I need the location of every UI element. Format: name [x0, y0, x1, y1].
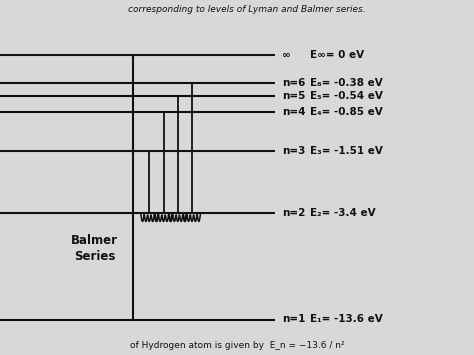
Text: of Hydrogen atom is given by  E_n = −13.6 / n²: of Hydrogen atom is given by E_n = −13.6… [130, 341, 344, 350]
Text: Balmer
Series: Balmer Series [71, 234, 118, 263]
Text: E₄= -0.85 eV: E₄= -0.85 eV [310, 107, 383, 117]
Text: n=6: n=6 [282, 78, 305, 88]
Text: corresponding to levels of Lyman and Balmer series.: corresponding to levels of Lyman and Bal… [128, 5, 365, 14]
Text: n=4: n=4 [282, 107, 306, 117]
Text: E₂= -3.4 eV: E₂= -3.4 eV [310, 208, 376, 218]
Text: E₃= -1.51 eV: E₃= -1.51 eV [310, 146, 383, 156]
Text: ∞: ∞ [282, 50, 291, 60]
Text: E∞= 0 eV: E∞= 0 eV [310, 50, 365, 60]
Text: E₆= -0.38 eV: E₆= -0.38 eV [310, 78, 383, 88]
Text: n=3: n=3 [282, 146, 305, 156]
Text: n=1: n=1 [282, 315, 305, 324]
Text: n=2: n=2 [282, 208, 305, 218]
Text: E₁= -13.6 eV: E₁= -13.6 eV [310, 315, 383, 324]
Text: n=5: n=5 [282, 91, 305, 101]
Text: E₅= -0.54 eV: E₅= -0.54 eV [310, 91, 383, 101]
